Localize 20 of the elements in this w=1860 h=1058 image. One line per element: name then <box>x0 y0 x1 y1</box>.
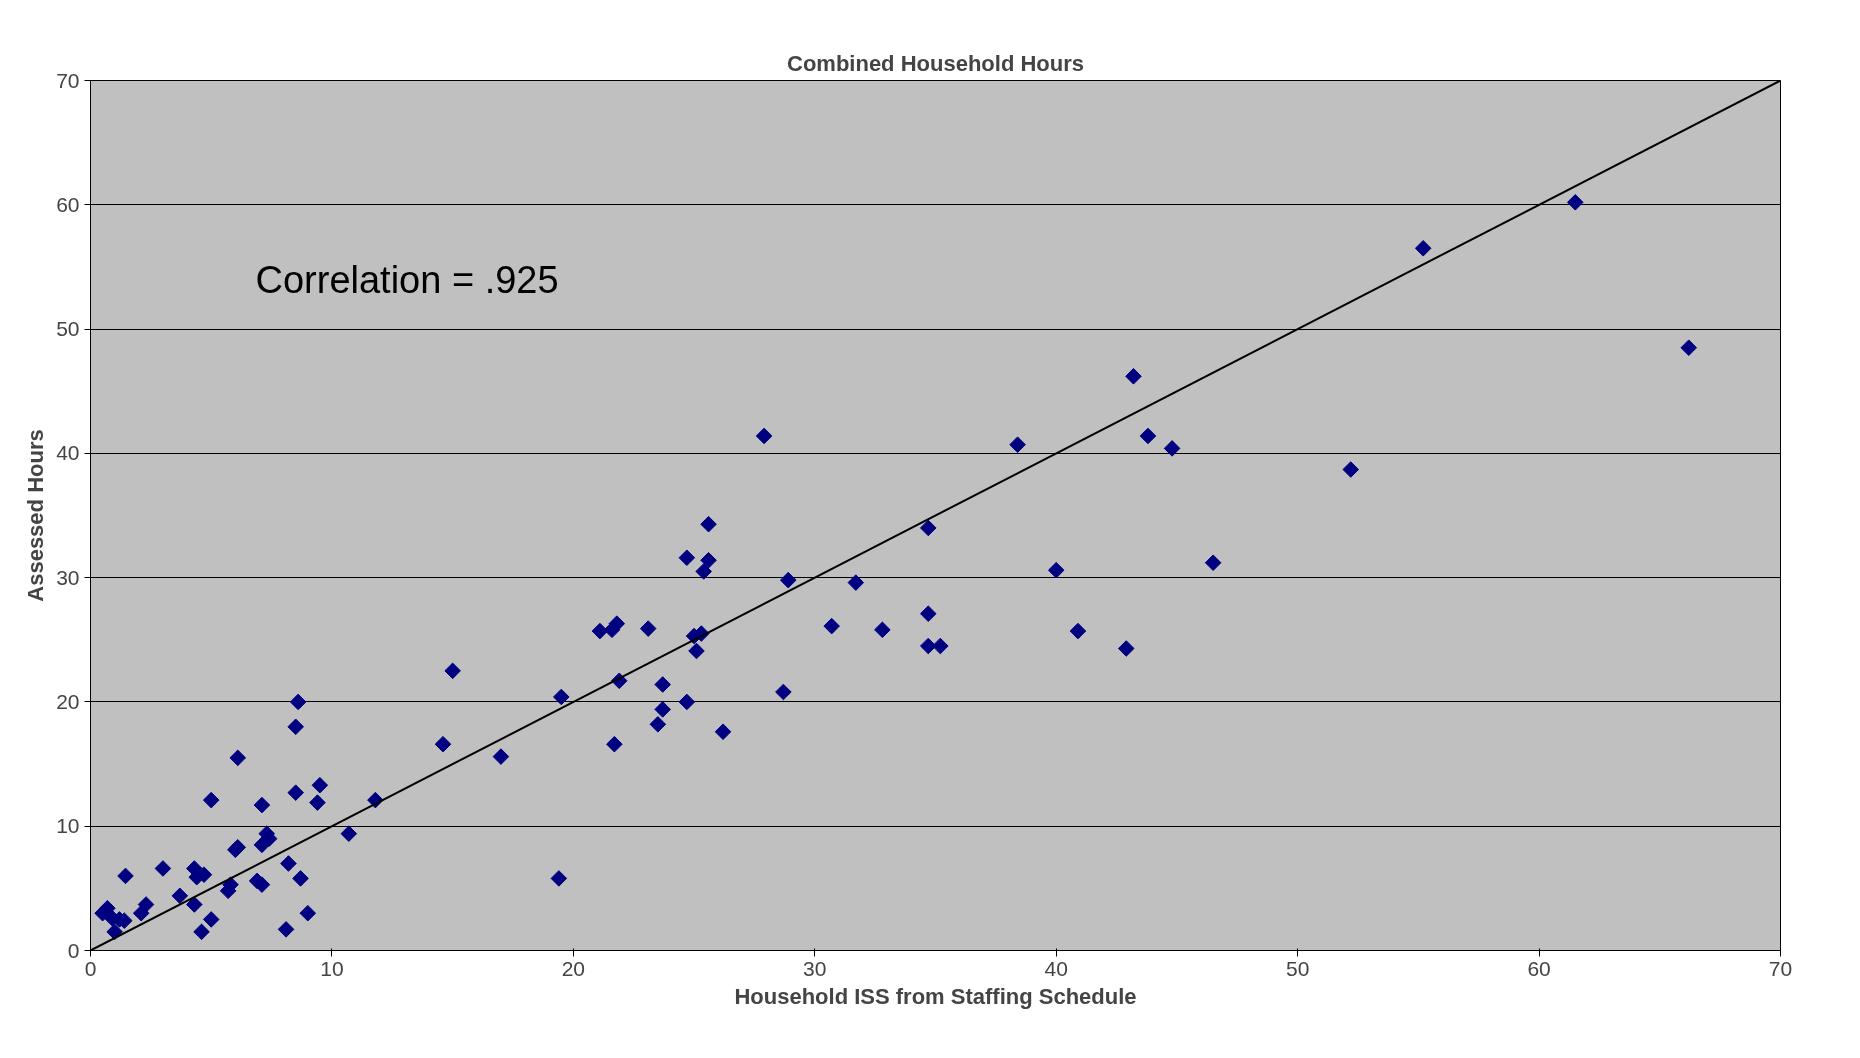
x-tick-label: 50 <box>1285 956 1310 980</box>
x-tick-label: 70 <box>1768 956 1793 980</box>
y-tick-label: 60 <box>56 192 80 216</box>
x-tick-label: 20 <box>561 956 586 980</box>
x-axis-title: Household ISS from Staffing Schedule <box>734 983 1137 1009</box>
annotation: Correlation = .925 <box>255 258 559 301</box>
y-tick-label: 20 <box>56 689 80 713</box>
y-tick-label: 70 <box>56 68 80 92</box>
y-axis-title: Assessed Hours <box>23 429 49 602</box>
y-tick-label: 30 <box>56 565 80 589</box>
x-tick-label: 0 <box>84 956 97 980</box>
y-tick-label: 40 <box>56 441 80 465</box>
x-tick-label: 10 <box>320 956 344 980</box>
chart-title: Combined Household Hours <box>787 50 1084 76</box>
x-tick-label: 60 <box>1527 956 1551 980</box>
x-tick-label: 40 <box>1044 956 1068 980</box>
x-tick-label: 30 <box>803 956 827 980</box>
y-tick-label: 50 <box>56 317 80 341</box>
y-tick-label: 10 <box>56 814 80 838</box>
y-tick-label: 0 <box>67 938 80 962</box>
